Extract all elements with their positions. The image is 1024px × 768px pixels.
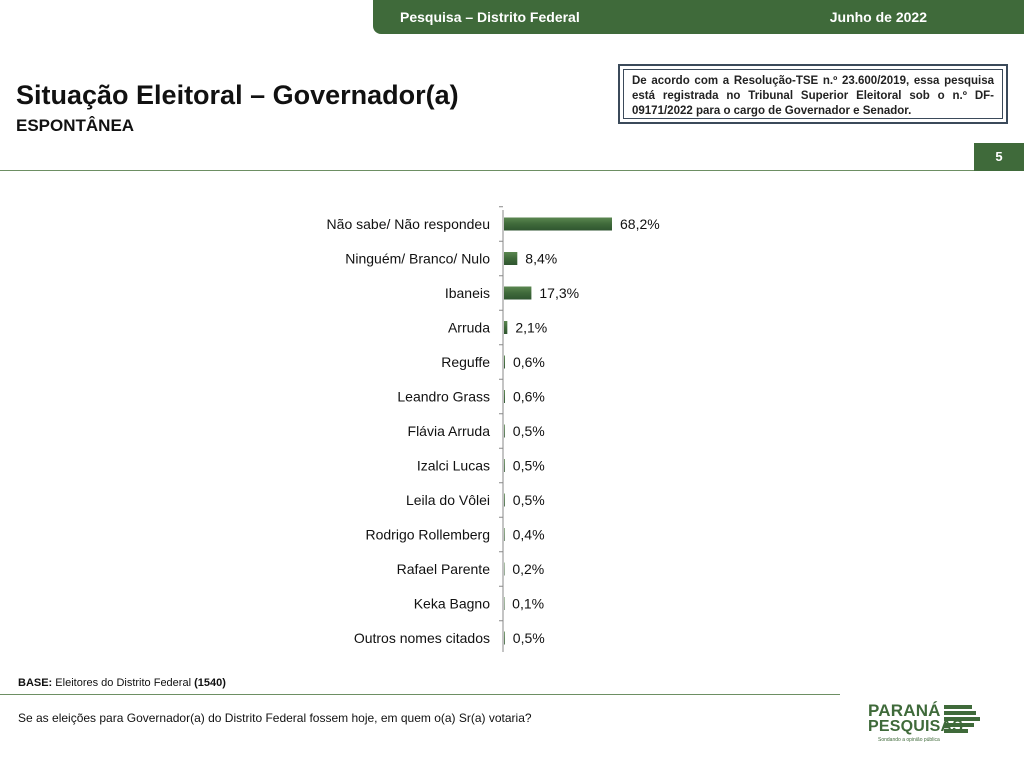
value-label: 0,4% <box>513 527 545 543</box>
category-label: Keka Bagno <box>414 596 490 612</box>
logo-stripes-icon <box>944 705 980 735</box>
header-bar: Pesquisa – Distrito Federal Junho de 202… <box>373 0 1024 34</box>
category-label: Outros nomes citados <box>354 630 490 646</box>
category-label: Arruda <box>448 320 490 336</box>
bar <box>504 424 505 438</box>
category-label: Rodrigo Rollemberg <box>365 527 490 543</box>
base-count: (1540) <box>194 677 226 689</box>
value-label: 17,3% <box>539 285 579 301</box>
base-label: BASE: <box>18 677 53 689</box>
bar <box>504 390 505 403</box>
bar <box>504 597 505 610</box>
base-text: Eleitores do Distrito Federal <box>55 677 192 689</box>
page-subtitle: ESPONTÂNEA <box>16 116 135 135</box>
value-label: 0,2% <box>512 561 544 577</box>
bar <box>504 562 505 576</box>
registration-notice-text: De acordo com a Resolução-TSE n.º 23.600… <box>623 69 1003 119</box>
bar <box>504 528 505 541</box>
category-label: Reguffe <box>441 354 490 370</box>
logo-line2: PESQUISAS <box>868 718 964 735</box>
page-title: Situação Eleitoral – Governador(a) <box>16 80 459 110</box>
value-label: 0,6% <box>513 389 545 405</box>
horizontal-bar-chart: Não sabe/ Não respondeu 68,2% Ninguém/ Bra… <box>327 206 660 652</box>
value-label: 0,5% <box>513 423 545 439</box>
footer-divider <box>0 694 840 695</box>
survey-date: Junho de 2022 <box>829 9 927 25</box>
value-label: 0,6% <box>513 354 545 370</box>
survey-question: Se as eleições para Governador(a) do Dis… <box>18 711 532 725</box>
bar <box>504 286 532 300</box>
category-label: Leandro Grass <box>397 389 490 405</box>
category-label: Rafael Parente <box>397 561 491 577</box>
category-label: Izalci Lucas <box>417 458 490 474</box>
bar <box>504 217 612 231</box>
base-note: BASE: Eleitores do Distrito Federal (154… <box>18 677 226 689</box>
logo-tagline: Sondando a opinião pública <box>878 737 940 743</box>
value-label: 0,5% <box>513 458 545 474</box>
value-label: 0,5% <box>513 630 545 646</box>
bar <box>504 252 518 265</box>
value-label: 8,4% <box>525 251 557 267</box>
category-label: Ninguém/ Branco/ Nulo <box>345 251 490 267</box>
parana-pesquisas-logo: PARANÁ PESQUISAS Sondando a opinião públ… <box>868 701 988 748</box>
value-label: 68,2% <box>620 216 660 232</box>
bar <box>504 631 505 645</box>
bar <box>504 321 508 334</box>
header-divider <box>0 170 975 171</box>
category-label: Não sabe/ Não respondeu <box>327 216 490 232</box>
value-label: 0,5% <box>513 492 545 508</box>
category-label: Leila do Vôlei <box>406 492 490 508</box>
value-label: 2,1% <box>515 320 547 336</box>
page-number: 5 <box>974 143 1024 171</box>
bar <box>504 493 505 507</box>
category-label: Ibaneis <box>445 285 490 301</box>
survey-name: Pesquisa – Distrito Federal <box>400 9 580 25</box>
logo-line1: PARANÁ <box>868 701 941 720</box>
value-label: 0,1% <box>512 596 544 612</box>
category-label: Flávia Arruda <box>408 423 491 439</box>
registration-notice: De acordo com a Resolução-TSE n.º 23.600… <box>618 64 1008 124</box>
bar <box>504 459 505 472</box>
bar <box>504 355 505 369</box>
